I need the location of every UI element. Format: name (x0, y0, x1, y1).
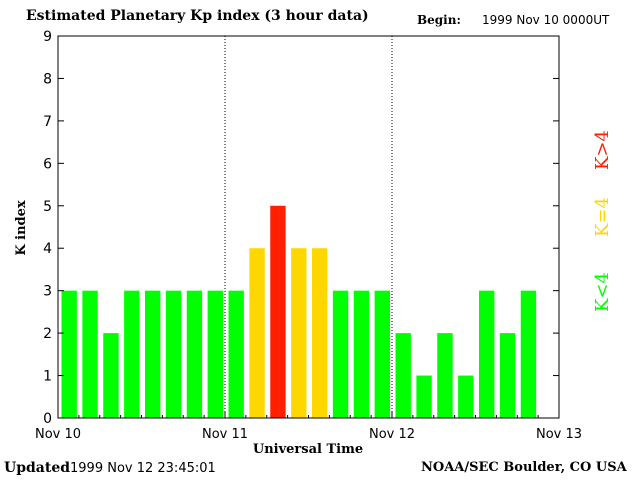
y-tick-label: 6 (43, 156, 52, 172)
kp-bar (374, 290, 390, 418)
kp-bar (61, 290, 77, 418)
updated-label: Updated (4, 460, 71, 476)
kp-bar (249, 248, 265, 418)
y-tick-label: 5 (43, 199, 52, 215)
x-tick-label: Nov 11 (202, 427, 248, 442)
kp-bar (395, 333, 411, 418)
kp-bar (416, 375, 432, 418)
begin-value: 1999 Nov 10 0000UT (482, 13, 610, 27)
kp-bar (103, 333, 119, 418)
y-axis-ticks: 0 1 2 3 4 5 6 7 8 9 (43, 29, 559, 427)
x-axis-label: Universal Time (253, 442, 363, 457)
updated-timestamp: 1999 Nov 12 23:45:01 (70, 461, 216, 476)
x-tick-label: Nov 13 (536, 427, 582, 442)
y-tick-label: 3 (43, 284, 52, 300)
kp-bar (437, 333, 453, 418)
kp-bar (124, 290, 140, 418)
y-tick-label: 7 (43, 114, 52, 130)
kp-bar (458, 375, 474, 418)
kp-bar (499, 333, 516, 418)
y-tick-label: 2 (43, 326, 52, 342)
y-tick-label: 0 (43, 411, 52, 427)
y-tick-label: 4 (43, 241, 52, 257)
chart-title: Estimated Planetary Kp index (3 hour dat… (26, 8, 369, 24)
legend-item-label: K=4 (592, 197, 613, 237)
source-credit: NOAA/SEC Boulder, CO USA (421, 460, 627, 475)
y-axis-label: K index (14, 200, 29, 256)
kp-bar (186, 290, 203, 418)
begin-label: Begin: (417, 13, 461, 27)
legend: K<4 K=4 K>4 (592, 130, 613, 312)
kp-bar (312, 248, 328, 418)
kp-bar (353, 290, 370, 418)
kp-bar (207, 290, 223, 418)
y-tick-label: 8 (43, 71, 52, 87)
kp-bar (228, 290, 244, 418)
kp-bar (291, 248, 307, 418)
x-axis-ticks: Nov 10 Nov 11 Nov 12 Nov 13 (35, 412, 582, 442)
x-tick-label: Nov 10 (35, 427, 81, 442)
kp-bar (479, 290, 495, 418)
y-tick-label: 9 (43, 29, 52, 45)
bar-series (61, 205, 537, 418)
kp-bar (145, 290, 161, 418)
kp-bar (520, 290, 537, 418)
kp-bar (270, 205, 286, 418)
legend-item-label: K>4 (592, 130, 613, 170)
y-tick-label: 1 (43, 369, 52, 385)
kp-bar (332, 290, 349, 418)
x-tick-label: Nov 12 (369, 427, 415, 442)
kp-bar (165, 290, 182, 418)
legend-item-label: K<4 (592, 272, 613, 312)
day-dividers (224, 36, 393, 418)
kp-bar (82, 290, 98, 418)
